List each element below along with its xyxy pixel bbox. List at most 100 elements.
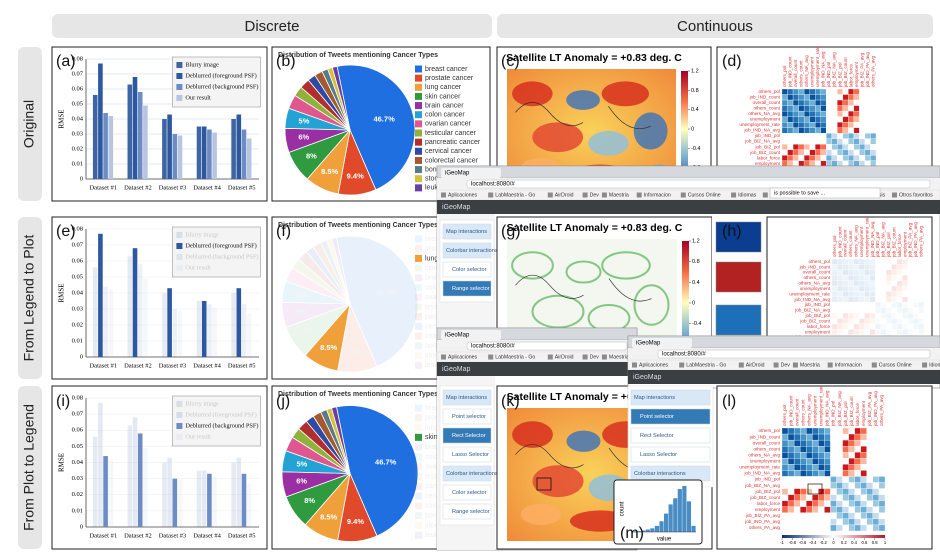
sidebar-item[interactable] (442, 484, 492, 501)
legend-swatch (415, 473, 422, 480)
legend-swatch (415, 414, 422, 422)
matrix-cell (864, 285, 871, 292)
matrix-cell (792, 127, 799, 134)
bookmark-icon (582, 354, 588, 360)
matrix-row-label: job_BIZ_NA_avg (744, 139, 780, 144)
matrix-cell (848, 518, 855, 526)
matrix-cell (869, 329, 876, 335)
sidebar-item[interactable] (442, 427, 492, 444)
matrix-cell (781, 433, 789, 441)
matrix-cell (812, 512, 819, 520)
matrix-row-label: job_IND_NA_avg (794, 297, 831, 302)
sidebar-item[interactable] (442, 408, 492, 425)
matrix-row-label: others_count (753, 446, 780, 451)
matrix-cell (864, 296, 871, 303)
legend-swatch (415, 482, 422, 490)
matrix-colorbar (782, 535, 885, 538)
matrix-cell (842, 302, 849, 308)
bookmark-icon (792, 362, 798, 368)
map-blob (511, 251, 554, 280)
matrix-cell (800, 470, 807, 477)
legend-label: Deblurred (foreground PSF) (185, 242, 256, 249)
sidebar-item[interactable] (630, 408, 711, 425)
matrix-colorbar-label: -0.2 (820, 540, 828, 545)
matrix-cell (824, 464, 831, 471)
matrix-cell (803, 110, 810, 117)
sidebar-item[interactable] (630, 389, 711, 406)
matrix-cell (875, 280, 881, 287)
y-tick-label: 0 (80, 523, 83, 530)
matrix-cell (853, 296, 860, 303)
matrix-cell (842, 452, 849, 459)
sidebar-item[interactable] (442, 503, 492, 520)
matrix-cell (864, 280, 871, 287)
matrix-cell (793, 433, 801, 441)
bar (132, 417, 138, 527)
sidebar-item[interactable] (442, 261, 492, 278)
matrix-cell (896, 296, 903, 303)
matrix-cell (891, 258, 898, 265)
matrix-cell (824, 446, 831, 453)
bar (92, 95, 98, 179)
matrix-row-label: unemployment_rate (739, 465, 780, 470)
matrix-row-label: job_IND_pol (754, 133, 780, 138)
matrix-cell (800, 458, 807, 465)
matrix-cell (824, 488, 831, 495)
matrix-cell (858, 323, 865, 330)
slice-label: 8% (306, 151, 317, 160)
matrix-col-label: labor_force (848, 64, 853, 87)
sidebar-item[interactable] (442, 446, 492, 463)
y-tick-label: 0.07 (72, 411, 84, 418)
legend-label: colon cancer (425, 112, 465, 119)
sidebar-item[interactable] (442, 280, 492, 297)
matrix-cell (809, 155, 816, 162)
bookmark-icon (680, 192, 686, 198)
matrix-cell (809, 127, 816, 134)
matrix-cell (858, 329, 865, 335)
matrix-cell (885, 275, 892, 281)
bar (177, 135, 183, 179)
panel-label: (m) (620, 525, 644, 542)
matrix-cell (870, 144, 877, 150)
matrix-cell (800, 518, 807, 526)
matrix-cell (885, 323, 892, 330)
matrix-cell (824, 452, 831, 459)
matrix-cell (875, 275, 881, 281)
matrix-cell (818, 439, 825, 447)
bookmark: Informacion (835, 362, 862, 368)
matrix-cell (878, 433, 886, 441)
matrix-cell (781, 476, 789, 483)
matrix-cell (864, 291, 871, 298)
sidebar-item[interactable] (442, 223, 492, 240)
sidebar-item[interactable] (630, 446, 711, 463)
matrix-cell (809, 105, 816, 112)
matrix-cell (836, 458, 843, 465)
bar (137, 264, 143, 357)
matrix-col-label: job_BIZ_count (891, 227, 896, 258)
sidebar-item[interactable] (442, 465, 492, 482)
matrix-cell (872, 458, 880, 465)
legend-box (172, 395, 261, 447)
matrix-cell (831, 264, 838, 270)
pie-slice (331, 65, 351, 131)
thumbnail[interactable] (715, 261, 762, 293)
matrix-cell (824, 524, 831, 532)
thumbnail[interactable] (715, 221, 762, 253)
sidebar-item[interactable] (442, 389, 492, 406)
matrix-cell (803, 105, 810, 112)
matrix-cell (806, 464, 813, 471)
matrix-cell (830, 512, 837, 520)
thumbnail[interactable] (715, 304, 762, 336)
sidebar-item[interactable] (442, 242, 492, 259)
matrix-col-label: others_NA_avg (804, 55, 809, 87)
sidebar-item[interactable] (630, 427, 711, 444)
matrix-cell (842, 318, 849, 325)
matrix-row-label: job_IND_pol (804, 302, 830, 307)
matrix-cell (831, 329, 838, 335)
matrix-cell (781, 127, 788, 134)
matrix-cell (809, 110, 816, 117)
bookmark: Aplicaciones (448, 354, 478, 360)
matrix-cell (902, 318, 908, 325)
matrix-cell (854, 464, 861, 471)
matrix-cell (826, 99, 832, 106)
